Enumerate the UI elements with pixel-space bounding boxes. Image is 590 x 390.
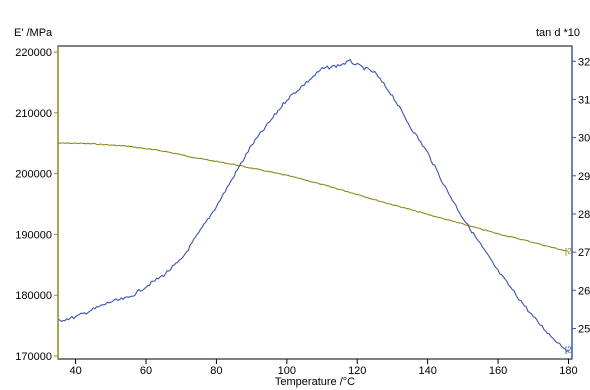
x-tick-label: 120 [348,365,366,377]
x-axis-title: Temperature /°C [275,376,355,388]
y-right-tick-label: 30 [578,133,590,145]
x-tick-label: 180 [559,365,577,377]
x-tick-label: 60 [140,365,152,377]
x-tick-label: 80 [210,365,222,377]
y-left-tick-label: 180000 [15,290,52,302]
storage-modulus-line [57,142,569,252]
x-axis: 40 60 80 100 120 140 160 180 [69,359,578,377]
y-left-tick-label: 190000 [15,229,52,241]
tan-delta-end-marker: [2 [565,346,572,355]
y-left-tick-label: 170000 [15,351,52,363]
y-right-axis: 25 26 27 28 29 30 31 32 [572,56,590,335]
y-right-tick-label: 28 [578,209,590,221]
y-left-axis: 170000 180000 190000 200000 210000 220000 [15,47,58,363]
y-right-tick-label: 29 [578,171,590,183]
y-right-tick-label: 32 [578,56,590,68]
x-tick-label: 160 [489,365,507,377]
x-tick-label: 40 [69,365,81,377]
y-left-tick-label: 200000 [15,169,52,181]
tan-delta-line [57,59,569,353]
y-left-axis-title: E' /MPa [14,27,53,39]
y-right-tick-label: 27 [578,247,590,259]
y-right-axis-title: tan d *10 [536,27,580,39]
storage-modulus-end-marker: [2 [565,247,572,256]
series-layer: [2 [2 [57,59,572,355]
y-right-tick-label: 31 [578,94,590,106]
y-right-tick-label: 25 [578,323,590,335]
y-left-tick-label: 220000 [15,47,52,59]
x-tick-label: 140 [418,365,436,377]
y-right-tick-label: 26 [578,285,590,297]
x-tick-label: 100 [278,365,296,377]
y-left-tick-label: 210000 [15,108,52,120]
